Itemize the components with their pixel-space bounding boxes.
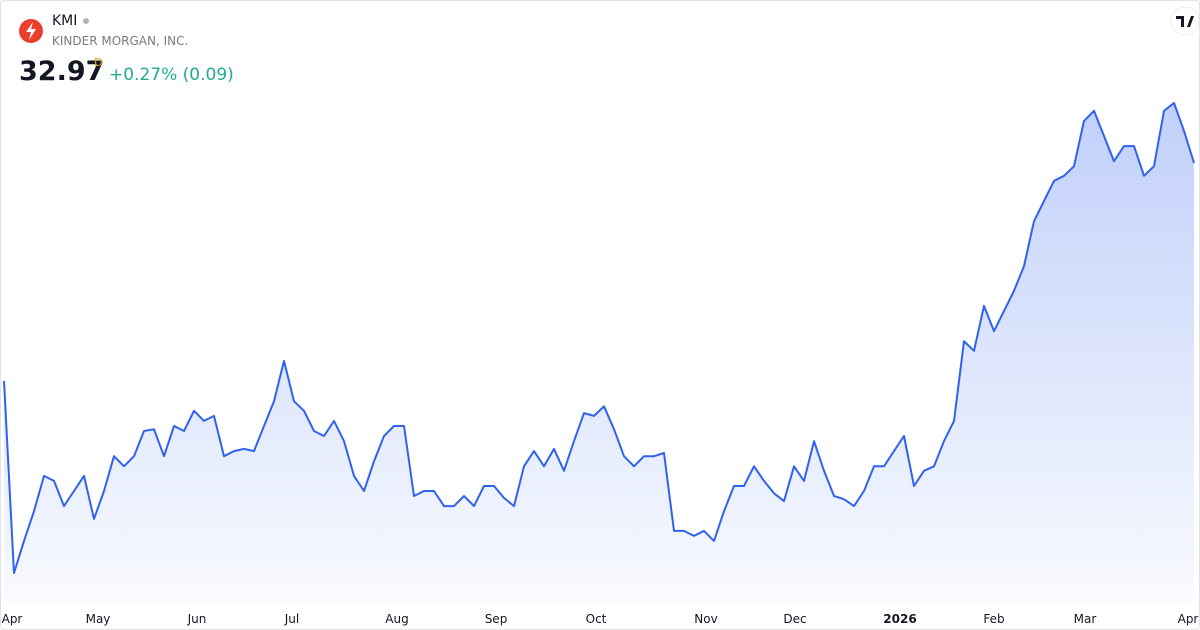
x-tick-label: 2026	[883, 612, 916, 626]
x-tick-label: Jul	[284, 612, 299, 626]
x-tick-label: Oct	[586, 612, 607, 626]
logo-bolt	[26, 22, 36, 40]
change: +0.27% (0.09)	[109, 65, 234, 85]
x-tick-label: Jun	[187, 612, 207, 626]
x-tick-label: Apr	[1178, 612, 1199, 626]
company: KINDER MORGAN, INC.	[52, 34, 189, 48]
x-tick-label: Mar	[1074, 612, 1097, 626]
interval: D	[94, 56, 103, 69]
status-dot	[83, 18, 89, 24]
symbol: KMI	[52, 13, 78, 29]
tv-logo[interactable]	[1170, 6, 1199, 36]
x-tick-label: Apr	[2, 612, 23, 626]
x-tick-label: Dec	[783, 612, 806, 626]
x-tick-label: Nov	[694, 612, 717, 626]
x-tick-label: Aug	[385, 612, 408, 626]
area	[4, 103, 1194, 601]
x-tick-label: Sep	[485, 612, 508, 626]
x-tick-label: Feb	[983, 612, 1004, 626]
x-tick-label: May	[86, 612, 111, 626]
price-line	[3, 102, 1195, 574]
price: 32.97	[19, 56, 105, 87]
